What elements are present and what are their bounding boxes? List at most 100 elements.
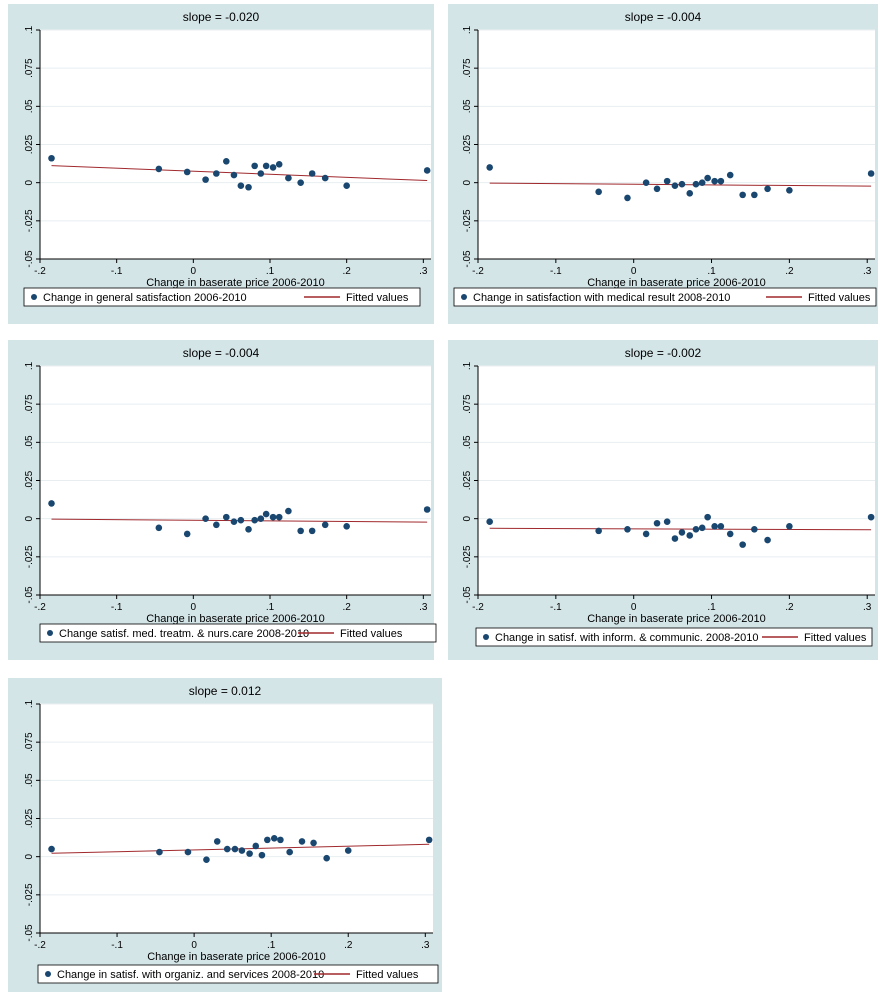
x-tick-label: 0 — [191, 940, 197, 951]
data-point — [245, 183, 252, 191]
data-point — [202, 515, 209, 522]
chart-panel-organiz-services: slope = 0.012 -.05 -.025 0 .025 .05 .075 .1 -.2 -… — [8, 678, 442, 992]
x-axis-label: Change in baserate price 2006-2010 — [146, 277, 325, 289]
y-tick-label: -.05 — [24, 586, 35, 604]
x-tick-label: .1 — [266, 602, 275, 613]
y-tick-label: -.05 — [462, 586, 473, 604]
y-tick-label: -.025 — [24, 545, 35, 568]
data-point — [698, 179, 706, 186]
data-point — [686, 190, 694, 197]
data-point — [663, 177, 671, 185]
data-point — [213, 521, 220, 529]
data-point — [252, 842, 260, 850]
data-point — [262, 510, 270, 518]
data-point — [48, 845, 55, 853]
data-point — [213, 838, 221, 845]
data-point — [251, 516, 258, 524]
x-tick-label: 0 — [631, 602, 637, 613]
data-point — [308, 527, 316, 535]
data-point — [230, 171, 238, 179]
x-tick-label: .1 — [267, 940, 276, 951]
x-tick-label: .2 — [785, 266, 794, 277]
data-point — [717, 177, 725, 185]
x-tick-label: .1 — [266, 266, 275, 277]
data-point — [183, 530, 191, 538]
data-point — [237, 182, 245, 190]
x-axis-label: Change in baserate price 2006-2010 — [147, 951, 326, 963]
x-tick-label: .2 — [342, 266, 351, 277]
data-point — [245, 526, 252, 533]
data-point — [786, 187, 793, 194]
data-point — [764, 536, 771, 544]
data-point — [321, 521, 329, 529]
x-tick-label: .3 — [863, 602, 872, 613]
data-point — [671, 535, 679, 542]
data-point — [686, 532, 694, 539]
y-tick-label: .05 — [462, 435, 473, 449]
chart-panel-med-treatment-nursing: slope = -0.004 -.05 -.025 0 .025 .05 .075 .1 -.2… — [8, 340, 437, 660]
x-axis-label: Change in baserate price 2006-2010 — [587, 277, 766, 289]
chart-title: slope = 0.012 — [189, 684, 262, 698]
data-point — [653, 519, 661, 527]
data-point — [262, 162, 270, 170]
y-tick-label: .025 — [24, 808, 35, 828]
data-point — [486, 518, 493, 526]
x-tick-label: .2 — [342, 602, 351, 613]
x-tick-label: .1 — [707, 266, 716, 277]
x-tick-label: -.2 — [34, 602, 46, 613]
data-point — [595, 188, 602, 196]
data-point — [423, 167, 431, 174]
y-tick-label: .025 — [24, 134, 35, 154]
y-tick-label: -.025 — [462, 545, 473, 568]
data-point — [230, 518, 238, 526]
data-point — [223, 845, 231, 853]
data-point — [726, 530, 734, 538]
data-point — [692, 180, 700, 188]
chart-svg: slope = -0.004 -.05 -.025 0 .025 .05 .075 .1 -.2… — [453, 10, 877, 307]
data-point — [343, 182, 350, 190]
data-point — [213, 170, 220, 177]
legend-label-scatter: Change in general satisfaction 2006-2010 — [43, 292, 247, 304]
legend-marker-scatter — [47, 630, 53, 636]
y-tick-label: .025 — [462, 470, 473, 490]
y-tick-label: -.05 — [24, 924, 35, 942]
x-tick-label: .3 — [863, 266, 872, 277]
data-point — [223, 157, 230, 165]
data-point — [277, 836, 284, 844]
data-point — [423, 506, 431, 513]
data-point — [269, 164, 277, 171]
y-tick-label: 0 — [462, 179, 473, 185]
x-tick-label: -.1 — [111, 602, 123, 613]
data-point — [298, 838, 306, 845]
data-point — [246, 850, 253, 857]
data-point — [237, 516, 245, 524]
x-tick-label: -.1 — [550, 602, 562, 613]
data-point — [486, 164, 493, 171]
x-tick-label: -.2 — [34, 266, 46, 277]
data-point — [258, 851, 266, 859]
data-point — [203, 856, 210, 864]
legend-label-fitted: Fitted values — [356, 969, 419, 981]
x-tick-label: .2 — [344, 940, 353, 951]
data-point — [344, 847, 352, 854]
data-point — [202, 176, 209, 183]
data-point — [297, 527, 304, 535]
data-point — [257, 170, 265, 177]
data-point — [48, 154, 55, 162]
data-point — [764, 185, 771, 193]
legend-marker-scatter — [45, 971, 51, 977]
y-tick-label: .1 — [24, 361, 35, 370]
legend-label-fitted: Fitted values — [340, 628, 403, 640]
x-tick-label: -.2 — [34, 940, 46, 951]
y-tick-label: .05 — [24, 773, 35, 787]
legend-box — [453, 287, 877, 307]
data-point — [321, 174, 329, 182]
y-tick-label: .1 — [24, 25, 35, 34]
chart-title: slope = -0.002 — [625, 346, 702, 360]
data-point — [624, 194, 631, 202]
x-tick-label: 0 — [631, 266, 637, 277]
data-point — [297, 179, 304, 186]
y-tick-label: .075 — [24, 732, 35, 752]
data-point — [671, 182, 679, 190]
data-point — [238, 847, 246, 854]
